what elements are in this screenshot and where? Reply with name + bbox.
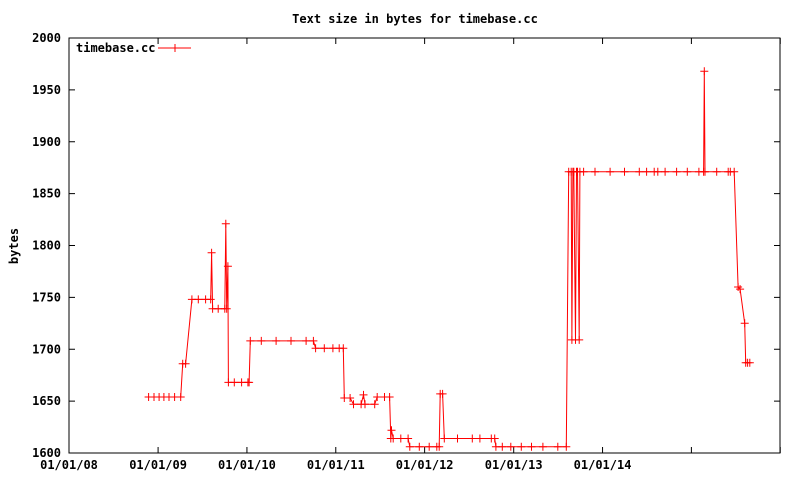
y-tick-label: 1650 (32, 394, 61, 408)
data-point (661, 167, 670, 176)
data-point (207, 248, 216, 257)
data-point (206, 295, 215, 304)
data-point (223, 262, 232, 271)
data-point (361, 400, 369, 409)
y-tick-label: 1900 (32, 135, 61, 149)
data-point (302, 336, 311, 345)
x-axis-ticks: 01/01/08 01/01/09 01/01/10 01/01/11 01/01/12… (40, 38, 781, 472)
data-point (490, 434, 499, 443)
x-tick-label: 01/01/08 (40, 458, 98, 472)
data-point (562, 442, 571, 451)
data-point (272, 336, 281, 345)
legend: timebase.cc (76, 41, 191, 55)
data-point (579, 167, 588, 176)
data-point (453, 434, 462, 443)
data-point (712, 167, 721, 176)
data-point (635, 167, 644, 176)
data-point (438, 389, 447, 398)
data-point (389, 434, 398, 443)
data-point (440, 434, 449, 443)
data-point (734, 283, 743, 291)
data-point (194, 295, 203, 304)
data-point (320, 344, 329, 353)
data-point (373, 393, 382, 401)
data-point (730, 167, 739, 176)
data-point (370, 400, 379, 409)
data-point (405, 442, 414, 451)
y-tick-label: 1800 (32, 239, 61, 253)
data-point (498, 442, 507, 451)
data-point (517, 442, 526, 451)
data-point (245, 378, 254, 387)
data-point (346, 394, 355, 402)
x-tick-label: 01/01/12 (396, 458, 454, 472)
y-tick-label: 1950 (32, 83, 61, 97)
data-point (538, 442, 547, 451)
legend-marker-sample (171, 44, 179, 52)
data-point (575, 335, 584, 344)
data-point (425, 442, 434, 451)
x-tick-label: 01/01/14 (574, 458, 632, 472)
plot-area-border (68, 37, 781, 454)
data-point (311, 344, 320, 353)
data-point (527, 442, 536, 451)
data-point (349, 400, 358, 409)
data-point (653, 167, 662, 176)
y-tick-label: 2000 (32, 31, 61, 45)
data-point (257, 336, 266, 345)
data-point (435, 442, 444, 451)
chart-title: Text size in bytes for timebase.cc (292, 12, 538, 26)
data-point (606, 167, 615, 176)
y-tick-label: 1850 (32, 187, 61, 201)
y-tick-label: 1750 (32, 290, 61, 304)
x-tick-label: 01/01/10 (218, 458, 276, 472)
data-point (230, 378, 239, 387)
data-point (387, 426, 396, 435)
x-tick-label: 01/01/09 (129, 458, 187, 472)
y-axis-ticks: 1600 1650 1700 1750 1800 1850 1900 1950 2000 (32, 31, 780, 460)
data-point (736, 285, 745, 294)
data-point (176, 393, 185, 401)
data-point (222, 304, 231, 313)
legend-label-timebase-cc: timebase.cc (76, 41, 155, 55)
data-point (468, 434, 477, 443)
y-axis-label: bytes (7, 228, 21, 264)
data-point (553, 442, 562, 451)
x-tick-label: 01/01/11 (307, 458, 365, 472)
data-point (683, 167, 692, 176)
series-timebase-cc (144, 67, 754, 451)
data-point (246, 336, 255, 345)
y-tick-label: 1600 (32, 446, 61, 460)
data-point (287, 336, 295, 345)
x-tick-label: 01/01/13 (485, 458, 543, 472)
data-point (404, 434, 413, 443)
data-point (181, 359, 190, 368)
data-point (506, 442, 515, 451)
y-tick-label: 1700 (32, 342, 61, 356)
data-point (475, 434, 484, 443)
data-point (672, 167, 681, 176)
data-point (591, 167, 599, 176)
data-point (396, 434, 405, 443)
data-point (309, 336, 318, 345)
data-point (642, 167, 651, 176)
data-point (620, 167, 629, 176)
data-point (221, 219, 230, 228)
data-point (700, 67, 709, 76)
data-point (740, 319, 749, 328)
data-point (359, 390, 368, 399)
data-point (385, 393, 394, 401)
data-point (745, 358, 754, 367)
data-point (339, 344, 348, 353)
data-point (415, 442, 424, 451)
data-point (701, 167, 709, 176)
series-line (148, 71, 750, 448)
